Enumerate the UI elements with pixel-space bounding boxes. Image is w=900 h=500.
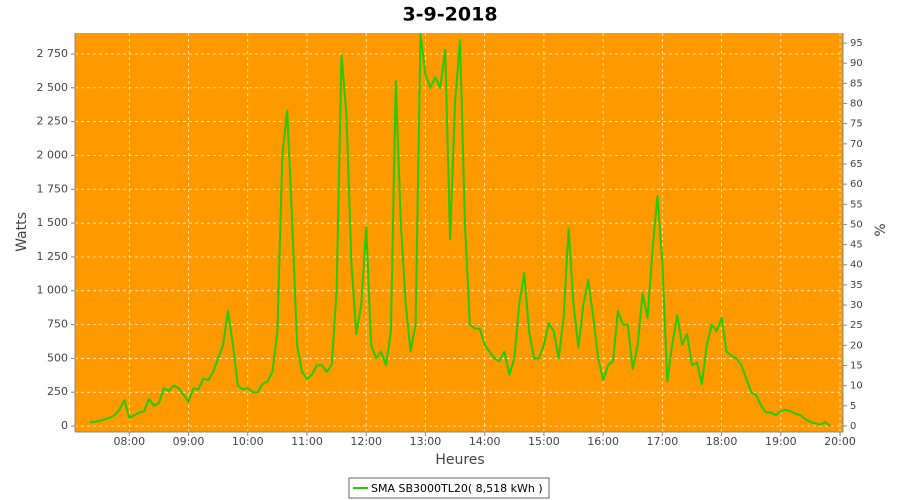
y-tick-label: 250	[47, 385, 68, 398]
y2-tick-label: 90	[850, 58, 863, 69]
y-tick-label: 1 000	[37, 284, 69, 297]
y2-tick-label: 35	[850, 280, 863, 291]
y2-tick-label: 95	[850, 38, 863, 49]
x-tick-label: 11:00	[291, 435, 323, 448]
y-tick-label: 2 250	[37, 115, 69, 128]
y2-tick-label: 60	[850, 179, 863, 190]
y-tick-label: 1 250	[37, 250, 69, 263]
x-tick-label: 16:00	[587, 435, 619, 448]
x-tick-label: 17:00	[647, 435, 679, 448]
y2-tick-label: 25	[850, 320, 863, 331]
y-tick-label: 1 750	[37, 182, 69, 195]
y2-tick-label: 50	[850, 219, 863, 230]
y-tick-label: 2 500	[37, 81, 69, 94]
y-tick-label: 500	[47, 351, 68, 364]
y2-tick-label: 85	[850, 78, 863, 89]
y2-axis-label: %	[873, 223, 889, 236]
y-tick-label: 2 750	[37, 47, 69, 60]
legend-box	[348, 477, 550, 499]
y-tick-label: 1 500	[37, 216, 69, 229]
y2-tick-label: 30	[850, 300, 863, 311]
x-tick-label: 20:00	[824, 435, 856, 448]
y2-tick-label: 5	[850, 401, 856, 412]
y2-tick-label: 70	[850, 139, 863, 150]
y2-tick-label: 65	[850, 159, 863, 170]
x-tick-label: 13:00	[410, 435, 442, 448]
y-tick-label: 2 000	[37, 148, 69, 161]
x-tick-label: 12:00	[350, 435, 382, 448]
x-tick-label: 19:00	[765, 435, 797, 448]
x-tick-label: 18:00	[706, 435, 738, 448]
y2-tick-label: 20	[850, 340, 863, 351]
y-tick-label: 0	[61, 419, 68, 432]
y2-tick-label: 10	[850, 381, 863, 392]
chart-title: 3-9-2018	[402, 4, 497, 26]
y2-tick-label: 55	[850, 199, 863, 210]
y2-tick-label: 75	[850, 119, 863, 130]
x-tick-label: 08:00	[113, 435, 145, 448]
x-axis-label: Heures	[435, 452, 484, 468]
series-line	[89, 32, 831, 427]
x-tick-label: 09:00	[173, 435, 205, 448]
y-tick-label: 750	[47, 318, 68, 331]
plot-area	[75, 33, 843, 432]
y2-tick-label: 40	[850, 260, 863, 271]
x-tick-label: 15:00	[528, 435, 560, 448]
x-tick-label: 10:00	[232, 435, 264, 448]
legend-label: SMA SB3000TL20( 8,518 kWh )	[371, 482, 543, 495]
y2-tick-label: 0	[850, 421, 856, 432]
y-axis-label: Watts	[14, 212, 30, 252]
y2-tick-label: 45	[850, 240, 863, 251]
y2-tick-label: 15	[850, 361, 863, 372]
x-tick-label: 14:00	[469, 435, 501, 448]
y2-tick-label: 80	[850, 99, 863, 110]
